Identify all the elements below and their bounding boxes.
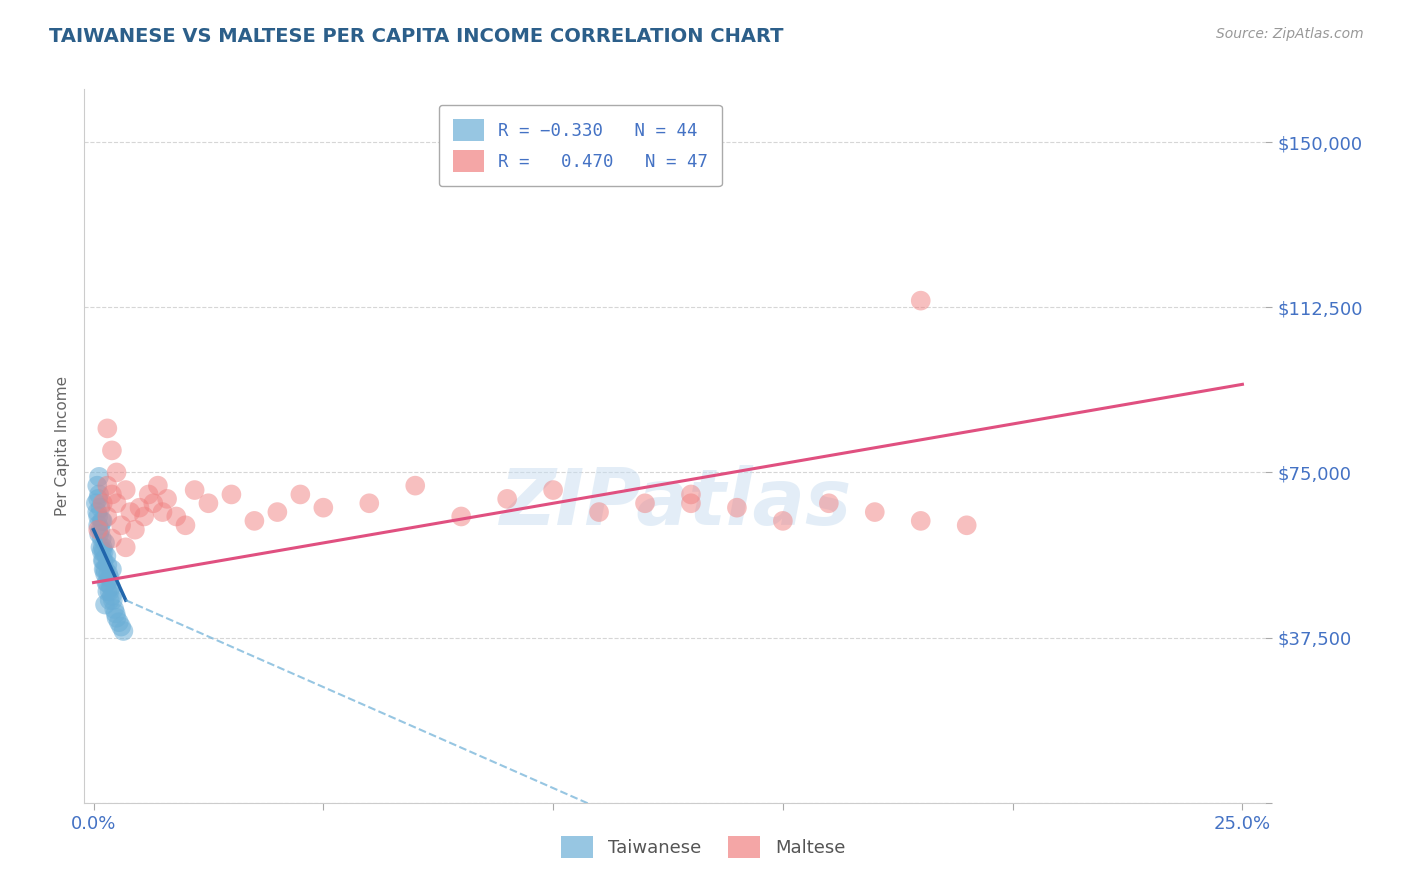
Point: [197, 496, 219, 510]
Point: [772, 514, 794, 528]
Point: [863, 505, 886, 519]
Point: [108, 615, 131, 630]
Point: [956, 518, 979, 533]
Point: [110, 619, 132, 633]
Point: [89, 541, 111, 555]
Point: [87, 523, 110, 537]
Point: [142, 496, 165, 510]
Point: [101, 532, 124, 546]
Point: [94, 566, 117, 581]
Point: [359, 496, 381, 510]
Point: [96, 575, 118, 590]
Point: [98, 593, 121, 607]
Point: [105, 611, 128, 625]
Point: [100, 580, 122, 594]
Point: [101, 443, 124, 458]
Point: [114, 483, 136, 497]
Point: [910, 293, 932, 308]
Point: [89, 523, 111, 537]
Point: [266, 505, 288, 519]
Text: TAIWANESE VS MALTESE PER CAPITA INCOME CORRELATION CHART: TAIWANESE VS MALTESE PER CAPITA INCOME C…: [49, 27, 783, 45]
Point: [96, 478, 118, 492]
Point: [165, 509, 187, 524]
Point: [96, 509, 118, 524]
Point: [91, 541, 114, 555]
Text: ZIPatlas: ZIPatlas: [499, 465, 851, 541]
Point: [174, 518, 197, 533]
Point: [101, 562, 124, 576]
Point: [101, 589, 124, 603]
Point: [112, 624, 135, 638]
Point: [93, 545, 115, 559]
Point: [124, 523, 146, 537]
Point: [221, 487, 243, 501]
Point: [101, 593, 124, 607]
Y-axis label: Per Capita Income: Per Capita Income: [55, 376, 70, 516]
Point: [152, 505, 174, 519]
Point: [120, 505, 142, 519]
Point: [128, 500, 150, 515]
Point: [93, 562, 115, 576]
Point: [725, 500, 748, 515]
Point: [404, 478, 426, 492]
Point: [312, 500, 335, 515]
Point: [87, 487, 110, 501]
Point: [132, 509, 155, 524]
Point: [679, 487, 702, 501]
Point: [86, 505, 108, 519]
Point: [101, 487, 124, 501]
Point: [93, 553, 115, 567]
Point: [496, 491, 519, 506]
Point: [146, 478, 169, 492]
Point: [90, 532, 112, 546]
Point: [98, 584, 121, 599]
Point: [105, 496, 128, 510]
Legend: R = −0.330   N = 44, R =   0.470   N = 47: R = −0.330 N = 44, R = 0.470 N = 47: [439, 105, 721, 186]
Point: [96, 421, 118, 435]
Point: [97, 566, 120, 581]
Point: [588, 505, 610, 519]
Point: [87, 509, 110, 524]
Point: [90, 545, 112, 559]
Point: [96, 575, 118, 590]
Point: [91, 496, 114, 510]
Point: [96, 549, 118, 563]
Text: Source: ZipAtlas.com: Source: ZipAtlas.com: [1216, 27, 1364, 41]
Point: [87, 527, 110, 541]
Legend: Taiwanese, Maltese: Taiwanese, Maltese: [554, 829, 852, 865]
Point: [94, 562, 117, 576]
Point: [634, 496, 657, 510]
Point: [450, 509, 472, 524]
Point: [290, 487, 312, 501]
Point: [104, 607, 127, 621]
Point: [87, 491, 110, 506]
Point: [138, 487, 160, 501]
Point: [94, 598, 117, 612]
Point: [87, 518, 110, 533]
Point: [91, 514, 114, 528]
Point: [114, 541, 136, 555]
Point: [243, 514, 266, 528]
Point: [541, 483, 564, 497]
Point: [84, 496, 107, 510]
Point: [817, 496, 839, 510]
Point: [89, 500, 111, 515]
Point: [910, 514, 932, 528]
Point: [156, 491, 179, 506]
Point: [110, 518, 132, 533]
Point: [183, 483, 205, 497]
Point: [96, 558, 118, 572]
Point: [98, 571, 121, 585]
Point: [105, 466, 128, 480]
Point: [90, 514, 112, 528]
Point: [94, 536, 117, 550]
Point: [103, 602, 125, 616]
Point: [679, 496, 702, 510]
Point: [86, 478, 108, 492]
Point: [96, 584, 118, 599]
Point: [87, 470, 110, 484]
Point: [91, 553, 114, 567]
